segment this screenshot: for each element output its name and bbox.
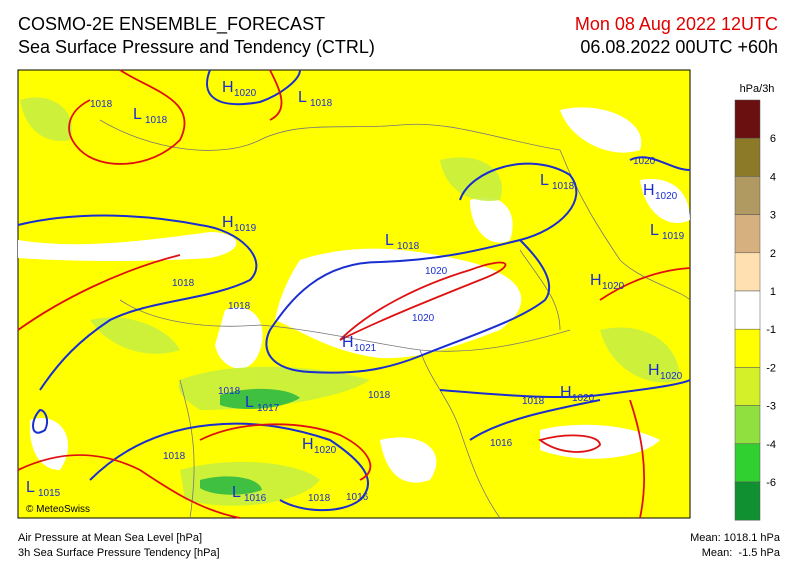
white-areas xyxy=(18,107,690,483)
isobar-label: 1018 xyxy=(368,390,391,401)
colorbar-label: 6 xyxy=(770,133,776,145)
system-value: 1019 xyxy=(234,223,257,234)
system-letter: H xyxy=(643,182,655,199)
borders xyxy=(99,119,691,519)
isobar-label: 1018 xyxy=(90,99,113,110)
isobar-label: 1018 xyxy=(522,396,545,407)
colorbar-box xyxy=(734,443,761,483)
system-value: 1018 xyxy=(145,115,168,126)
system-letter: H xyxy=(222,79,234,96)
isobar-label: 1020 xyxy=(412,313,435,324)
colorbar-box xyxy=(734,214,761,254)
dark-green-areas xyxy=(200,388,300,495)
colorbar-label: -1 xyxy=(766,324,776,336)
system-letter: L xyxy=(650,222,659,239)
system-value: 1018 xyxy=(310,98,333,109)
system-value: 1020 xyxy=(655,191,678,202)
colorbar-box xyxy=(734,481,761,521)
colorbar-label: -2 xyxy=(766,362,776,374)
credit: © MeteoSwiss xyxy=(26,504,90,515)
system-letter: H xyxy=(590,272,602,289)
colorbar: 6 4 3 2 1 -1 -2 -3 -4 -6 xyxy=(734,99,776,521)
isobar-label: 1018 xyxy=(228,301,251,312)
isobar-label: 1018 xyxy=(163,451,186,462)
isobar-label: 1020 xyxy=(633,156,656,167)
system-value: 1016 xyxy=(244,493,267,504)
system-letter: H xyxy=(648,362,660,379)
subtitle: Sea Surface Pressure and Tendency (CTRL) xyxy=(18,37,375,57)
colorbar-label: 2 xyxy=(770,248,776,260)
colorbar-box xyxy=(734,252,761,292)
system-letter: L xyxy=(385,232,394,249)
isobar-label: 1016 xyxy=(490,438,513,449)
colorbar-label: -6 xyxy=(766,477,776,489)
system-value: 1021 xyxy=(354,343,377,354)
colorbar-label: 1 xyxy=(770,286,776,298)
system-value: 1017 xyxy=(257,403,280,414)
system-letter: L xyxy=(26,479,35,496)
isobar-label: 1016 xyxy=(346,492,369,503)
system-value: 1018 xyxy=(397,241,420,252)
colorbar-label: -4 xyxy=(766,439,776,451)
system-letter: L xyxy=(133,106,142,123)
system-value: 1020 xyxy=(602,281,625,292)
system-value: 1020 xyxy=(572,393,595,404)
green-areas xyxy=(20,97,680,506)
isobars-red xyxy=(17,69,691,519)
isobar-label: 1018 xyxy=(308,493,331,504)
colorbar-box xyxy=(734,405,761,445)
system-value: 1020 xyxy=(234,88,257,99)
isobars-blue xyxy=(17,69,691,512)
colorbar-label: -3 xyxy=(766,401,776,413)
system-letter: L xyxy=(245,394,254,411)
isobar-label: 1020 xyxy=(425,266,448,277)
colorbar-box xyxy=(734,367,761,406)
footer-line1: Air Pressure at Mean Sea Level [hPa] xyxy=(18,532,202,544)
title: COSMO-2E ENSEMBLE_FORECAST xyxy=(18,14,325,35)
colorbar-label: 4 xyxy=(770,171,776,183)
system-value: 1020 xyxy=(660,371,683,382)
system-letter: L xyxy=(232,484,241,501)
system-letter: L xyxy=(540,172,549,189)
system-letter: H xyxy=(342,334,354,351)
colorbar-box xyxy=(734,137,761,177)
colorbar-label: 3 xyxy=(770,210,776,222)
system-value: 1018 xyxy=(552,181,575,192)
colorbar-box xyxy=(734,99,761,139)
legend-unit: hPa/3h xyxy=(740,83,775,95)
system-letter: H xyxy=(222,214,234,231)
system-letter: H xyxy=(302,436,314,453)
valid-time: Mon 08 Aug 2022 12UTC xyxy=(575,14,778,34)
colorbar-box xyxy=(734,176,761,215)
system-value: 1015 xyxy=(38,488,61,499)
system-letter: L xyxy=(298,89,307,106)
footer-line2: 3h Sea Surface Pressure Tendency [hPa] xyxy=(18,547,220,559)
system-letter: H xyxy=(560,384,572,401)
footer-mean1: Mean: 1018.1 hPa xyxy=(690,532,781,544)
isobar-label: 1018 xyxy=(218,386,241,397)
system-value: 1020 xyxy=(314,445,337,456)
run-time: 06.08.2022 00UTC +60h xyxy=(580,37,778,57)
isobar-label: 1018 xyxy=(172,278,195,289)
colorbar-box xyxy=(734,290,761,330)
colorbar-box xyxy=(734,328,761,368)
system-value: 1019 xyxy=(662,231,685,242)
footer-mean2: Mean: -1.5 hPa xyxy=(702,547,781,559)
